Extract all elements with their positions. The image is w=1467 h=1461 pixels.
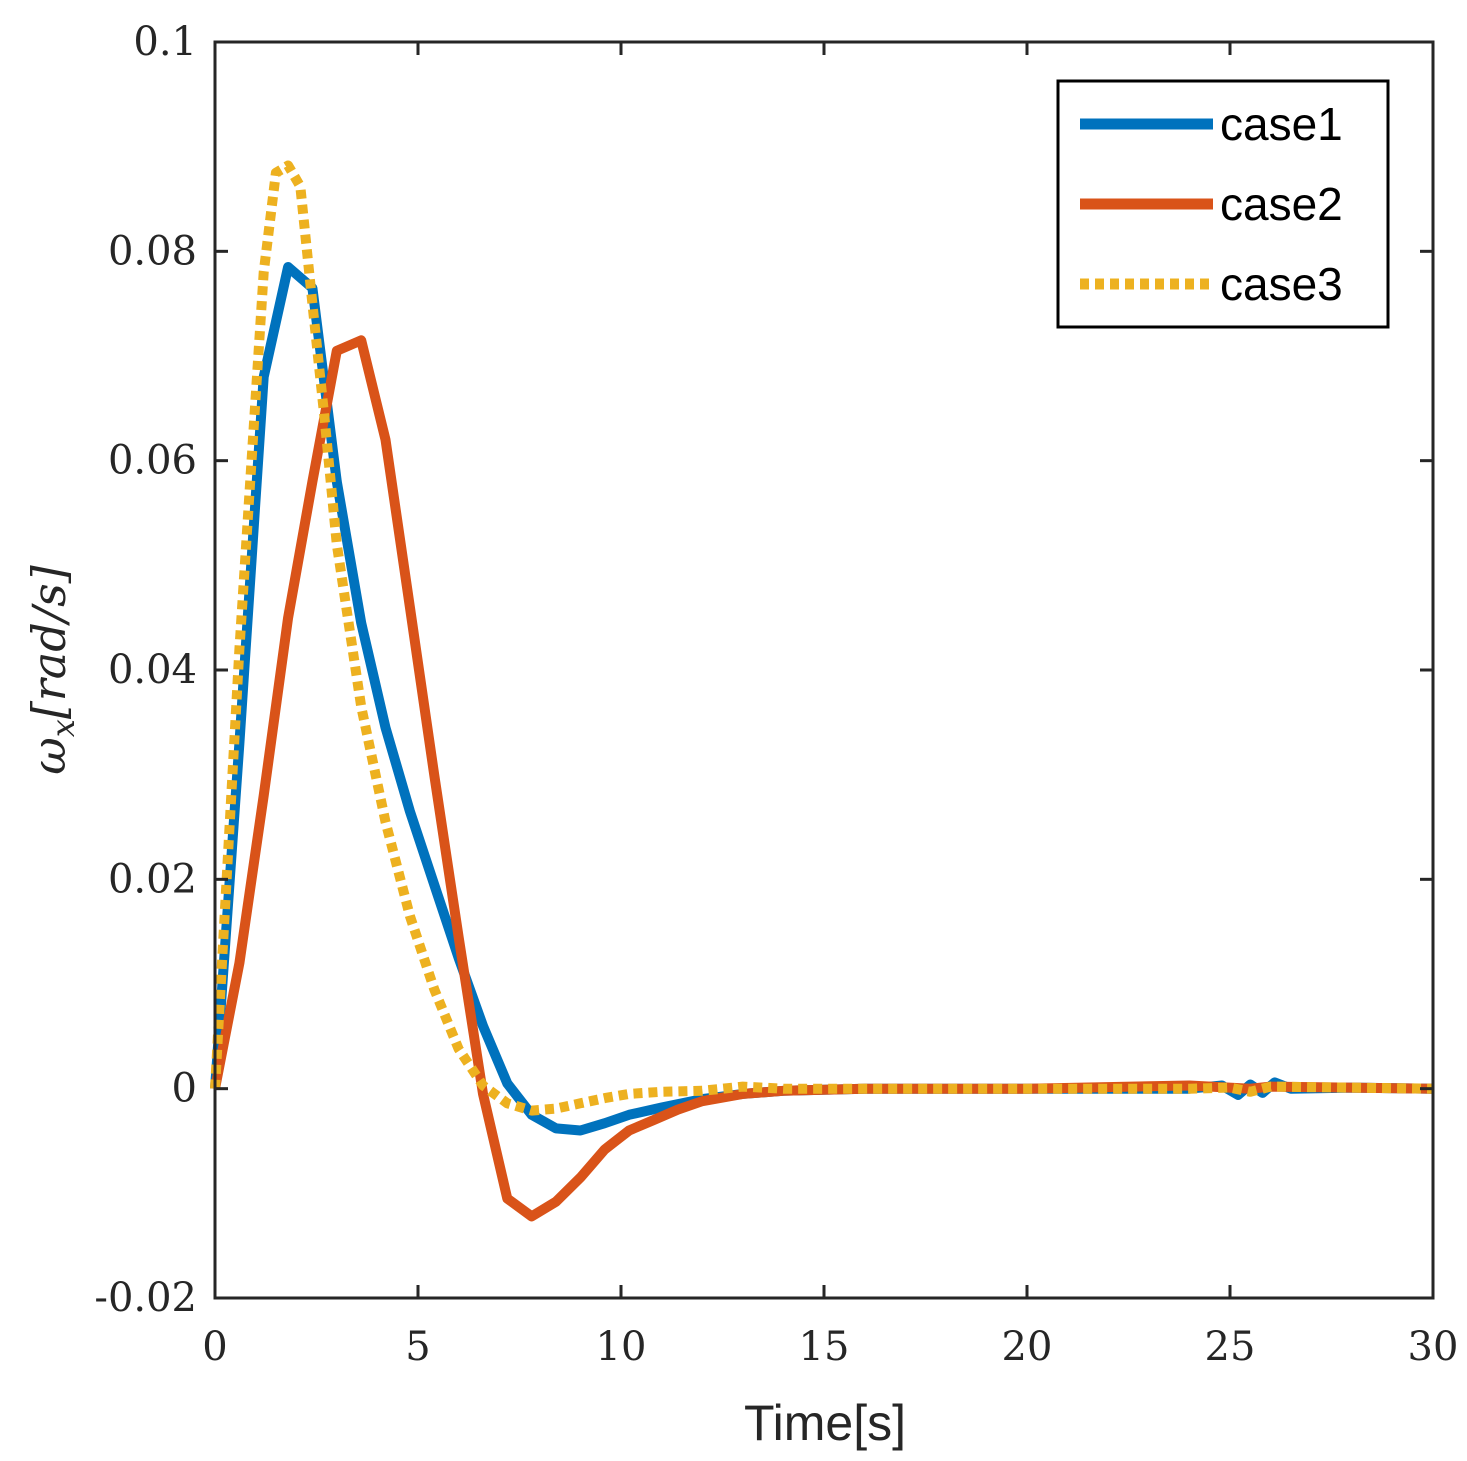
legend-label-case2: case2 — [1220, 178, 1343, 230]
x-tick-label: 30 — [1408, 1324, 1459, 1370]
x-axis-label: Time[s] — [744, 1395, 906, 1451]
x-tick-label: 0 — [202, 1324, 227, 1370]
y-tick-label: 0.1 — [133, 19, 197, 65]
y-axis-label-symbol: ω — [22, 737, 76, 775]
series-line-case3 — [210, 160, 1434, 1116]
x-tick-label: 20 — [1002, 1324, 1053, 1370]
x-tick-label: 25 — [1205, 1324, 1256, 1370]
series-layer — [210, 160, 1434, 1222]
svg-text:ωx[rad/s]: ωx[rad/s] — [22, 565, 82, 774]
legend-label-case3: case3 — [1220, 258, 1343, 310]
y-axis-label: ωx[rad/s] — [22, 565, 82, 774]
x-tick-label: 5 — [405, 1324, 430, 1370]
y-axis-label-subscript: x — [44, 719, 82, 737]
x-tick-label: 10 — [596, 1324, 647, 1370]
y-tick-label: 0 — [172, 1066, 197, 1112]
y-tick-label: 0.02 — [108, 856, 197, 902]
x-tick-label: 15 — [799, 1324, 850, 1370]
y-tick-label: 0.04 — [108, 647, 197, 693]
legend: case1 case2 case3 — [1056, 79, 1390, 329]
y-axis-label-unit: [rad/s] — [22, 565, 76, 719]
y-tick-label: 0.08 — [108, 228, 197, 274]
legend-label-case1: case1 — [1220, 98, 1343, 150]
y-tick-label: -0.02 — [94, 1275, 197, 1321]
y-tick-label: 0.06 — [108, 438, 197, 484]
